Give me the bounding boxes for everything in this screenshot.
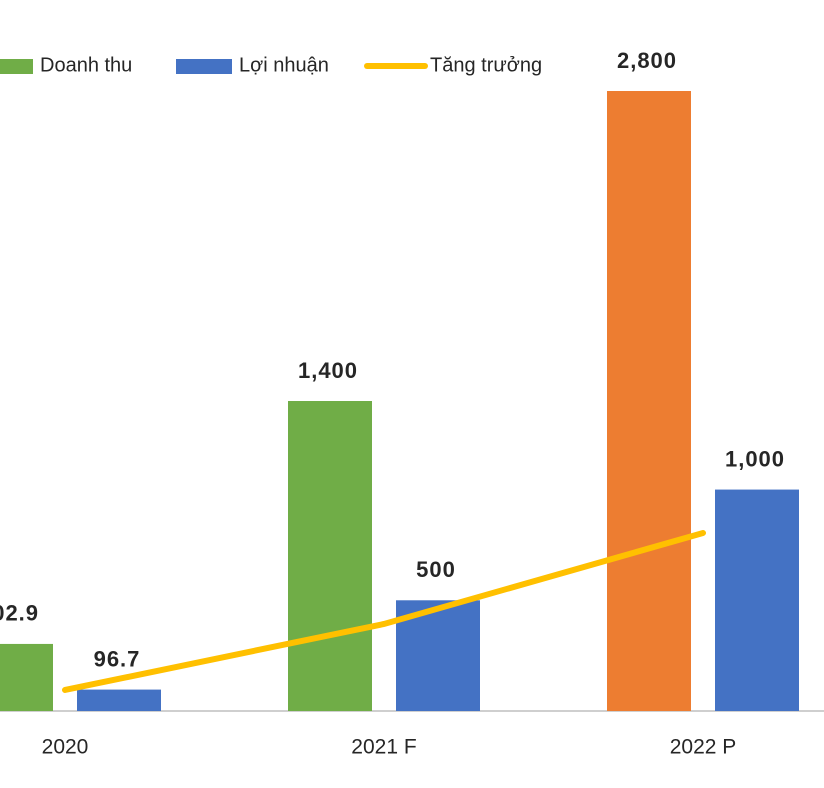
data-label: 1,000 [725, 446, 785, 471]
bar [715, 489, 799, 711]
data-label: 302.9 [0, 601, 39, 626]
data-label: 2,800 [617, 48, 677, 73]
data-label: 96.7 [94, 646, 141, 671]
trend-line [62, 529, 706, 693]
legend-swatch [176, 59, 232, 74]
legend-swatch [0, 59, 33, 74]
bar [288, 401, 372, 711]
bar [607, 91, 691, 711]
bar [0, 643, 53, 711]
x-tick-label: 2022 P [670, 736, 737, 759]
x-tick-label: 2021 F [351, 736, 416, 759]
x-tick-label: 2020 [42, 736, 89, 759]
legend-label: Tăng trưởng [430, 54, 542, 76]
legend-label: Lợi nhuận [239, 54, 329, 76]
data-label: 1,400 [298, 358, 358, 383]
legend-label: Doanh thu [40, 54, 132, 76]
data-label: 500 [416, 557, 456, 582]
bar [77, 689, 161, 711]
